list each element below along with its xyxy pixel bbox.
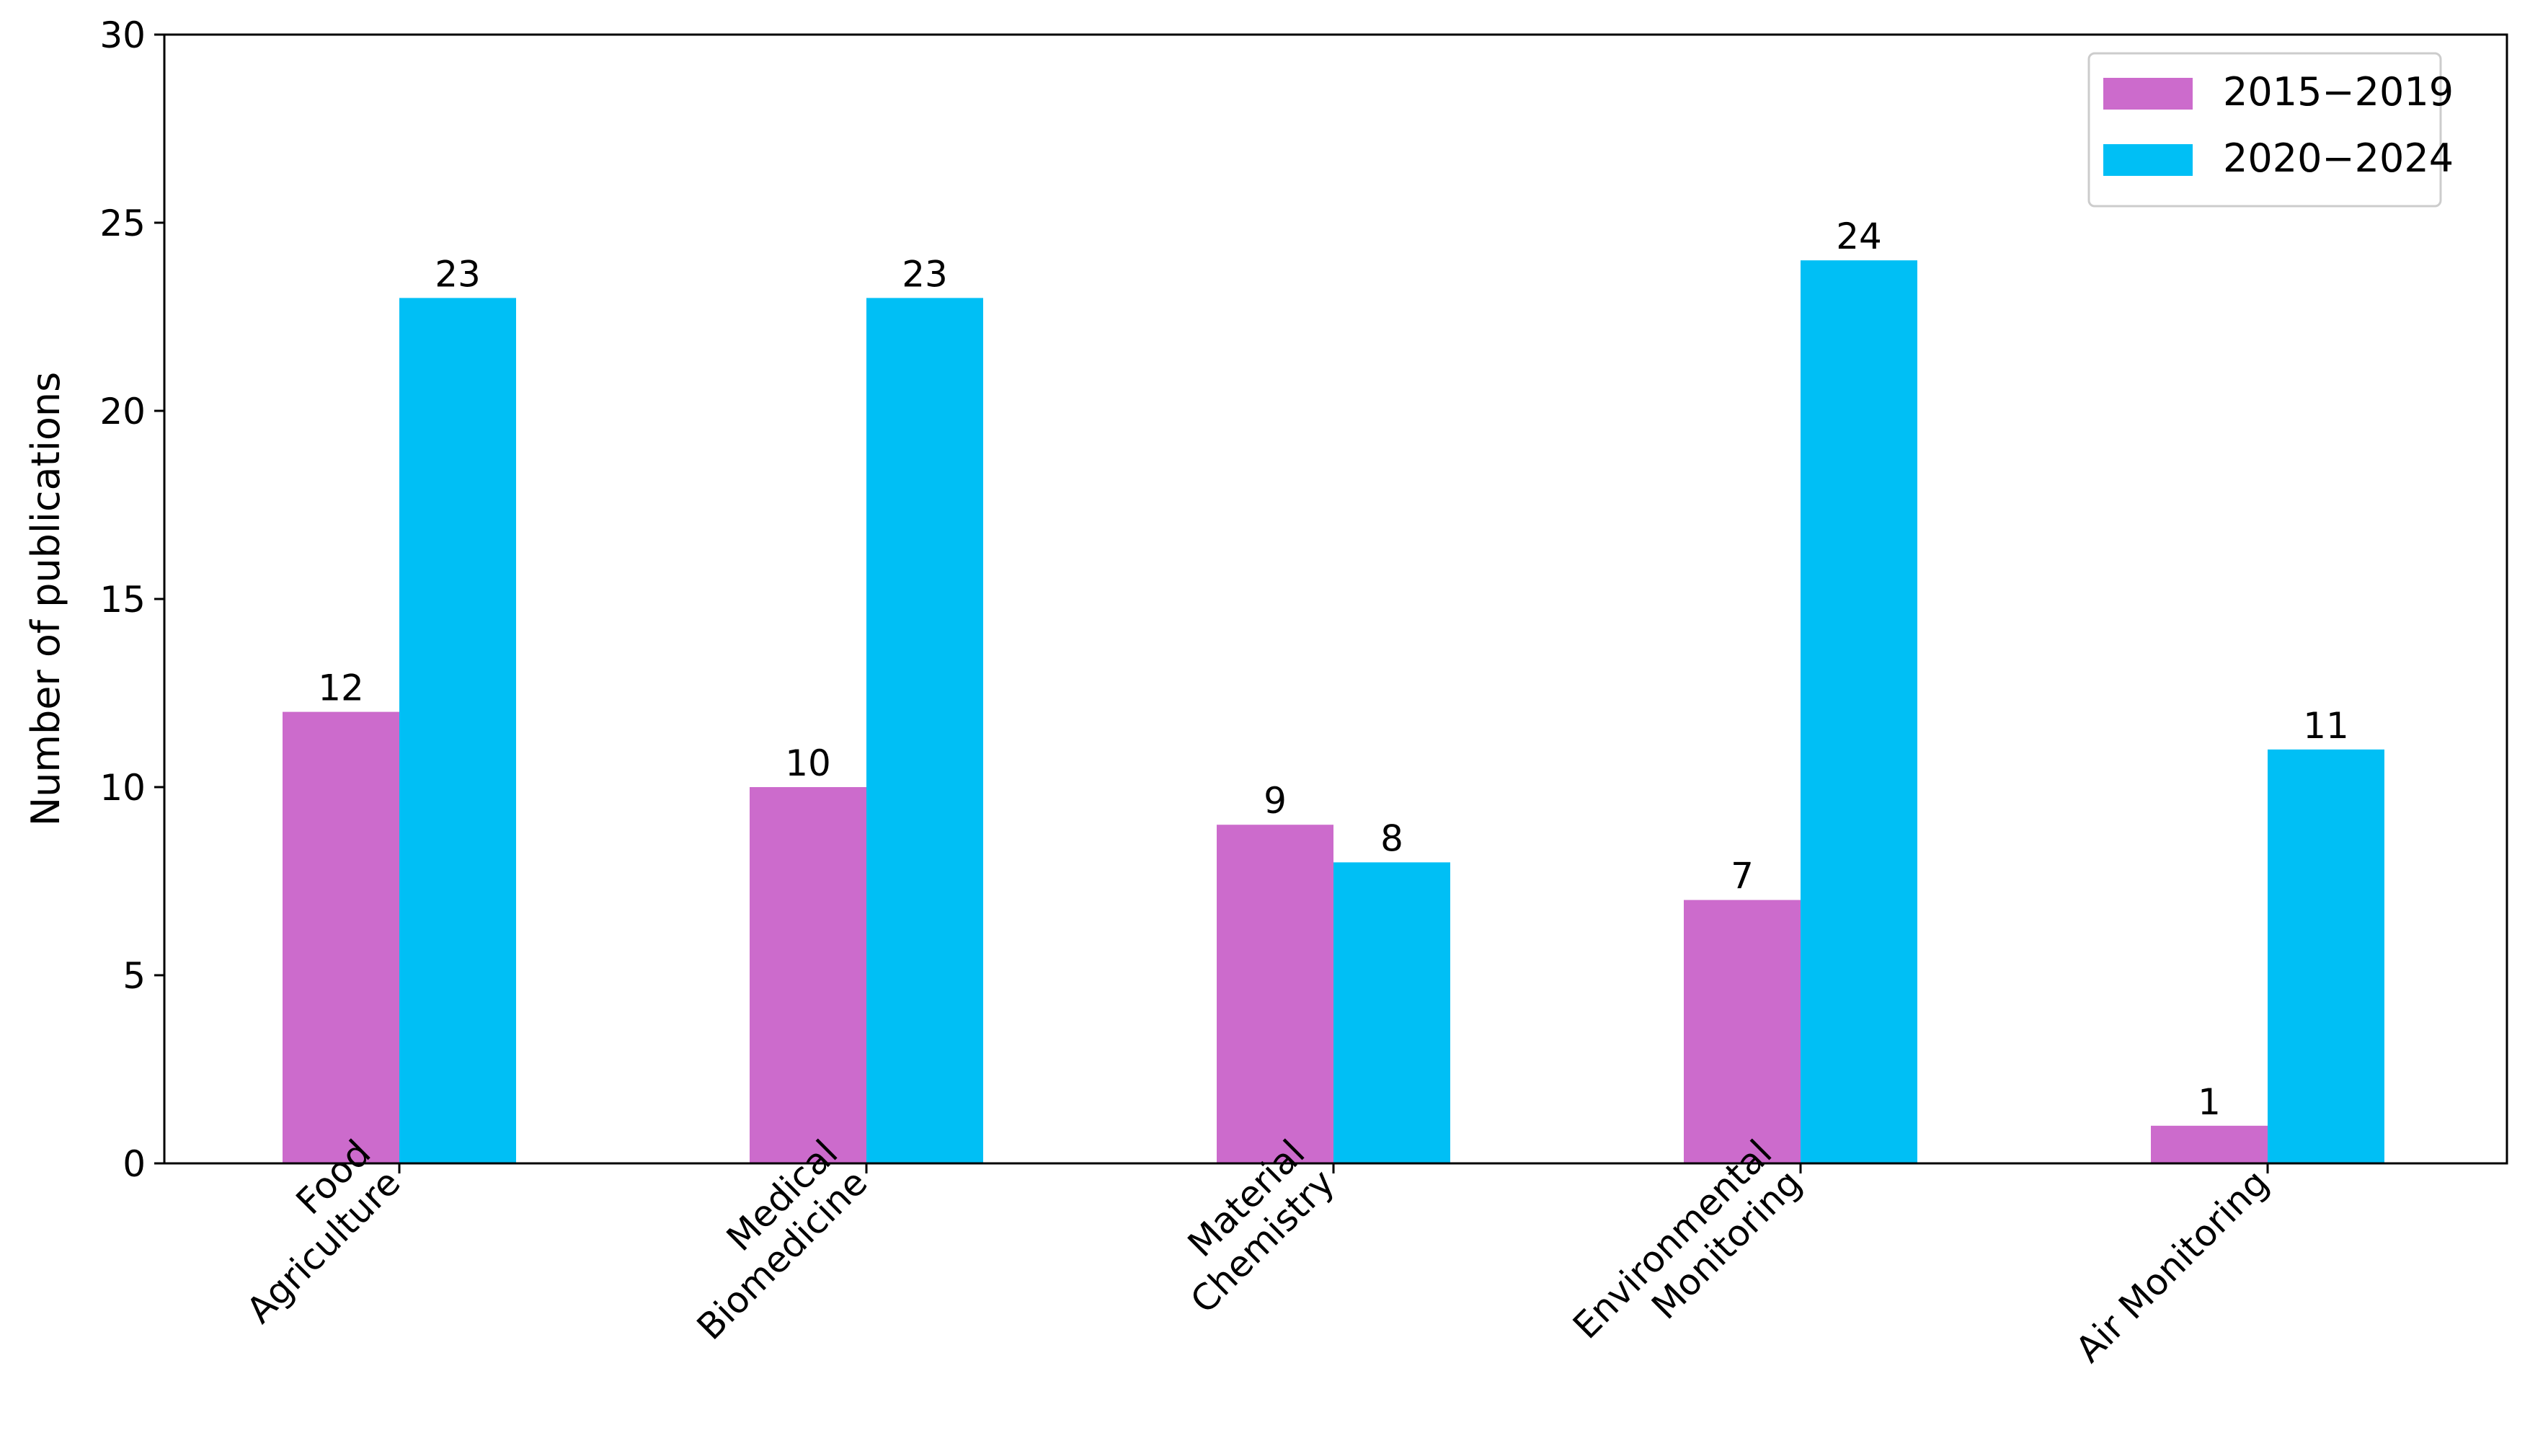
legend-swatch-1: [2103, 78, 2193, 110]
bar-series2-3: [1333, 862, 1450, 1163]
bar-series2-4: [1801, 260, 1917, 1164]
data-label-series1-3: 9: [1264, 780, 1287, 822]
data-label-series2-5: 11: [2303, 705, 2349, 747]
data-label-series2-1: 23: [435, 253, 481, 295]
bar-series1-5: [2151, 1125, 2268, 1163]
data-label-series1-5: 1: [2198, 1081, 2221, 1123]
y-tick-label-25: 25: [99, 203, 146, 244]
bar-series1-1: [283, 711, 399, 1163]
y-tick-label-10: 10: [99, 767, 146, 809]
bar-series1-2: [750, 787, 866, 1163]
bars-layer: [283, 260, 2384, 1164]
data-label-series2-4: 24: [1836, 216, 1882, 257]
data-label-series2-2: 23: [902, 253, 948, 295]
y-tick-label-5: 5: [123, 955, 146, 997]
legend-label-1: 2015−2019: [2223, 69, 2454, 115]
legend-label-2: 2020−2024: [2223, 136, 2454, 181]
y-tick-label-15: 15: [99, 579, 146, 621]
bar-series2-5: [2268, 749, 2384, 1163]
bar-series1-3: [1217, 825, 1333, 1163]
bar-series1-4: [1684, 900, 1801, 1163]
bar-series2-2: [866, 298, 983, 1163]
y-axis-title: Number of publications: [23, 372, 68, 826]
bar-series2-1: [399, 298, 516, 1163]
y-tick-label-20: 20: [99, 391, 146, 432]
data-label-series1-4: 7: [1731, 856, 1754, 897]
x-tick-label-5-line1: Air Monitoring: [2068, 1161, 2277, 1370]
y-tick-label-30: 30: [99, 14, 146, 56]
legend-swatch-2: [2103, 144, 2193, 176]
y-tick-label-0: 0: [123, 1143, 146, 1185]
data-label-series2-3: 8: [1380, 817, 1403, 859]
x-tick-label-group-5: Air Monitoring: [2068, 1161, 2277, 1370]
legend: 2015−2019 2020−2024: [2087, 52, 2454, 208]
data-label-series1-2: 10: [785, 742, 831, 784]
data-label-series1-1: 12: [318, 667, 364, 709]
y-axis: 0 5 10 15 20 25 30: [99, 14, 164, 1185]
